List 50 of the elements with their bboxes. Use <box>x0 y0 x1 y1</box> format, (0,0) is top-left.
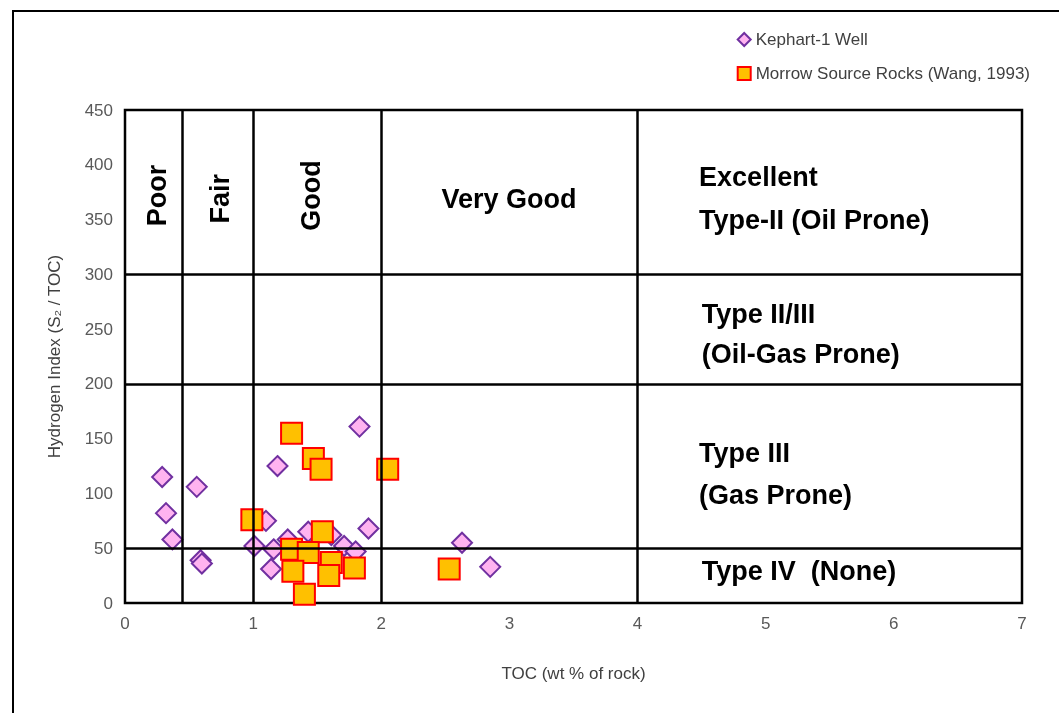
x-tick-label: 3 <box>504 614 515 633</box>
annotation: Poor <box>142 164 173 227</box>
y-tick-label: 450 <box>84 100 113 120</box>
point <box>155 502 178 525</box>
y-tick-label: 150 <box>84 429 113 449</box>
y-tick-label: 50 <box>94 538 113 558</box>
point <box>317 564 341 588</box>
x-tick-label: 5 <box>760 614 771 633</box>
point <box>437 557 461 581</box>
legend-label: Morrow Source Rocks (Wang, 1993) <box>755 64 1031 83</box>
y-axis-title: Hydrogen Index (S₂ / TOC) <box>45 254 64 459</box>
point <box>342 556 366 580</box>
point <box>281 559 305 583</box>
point <box>185 475 208 498</box>
point <box>151 466 174 489</box>
y-tick-label: 300 <box>84 264 113 284</box>
y-tick-label: 250 <box>84 319 113 339</box>
x-tick-label: 7 <box>1017 614 1027 633</box>
annotation: (Oil-Gas Prone) <box>701 339 900 370</box>
x-axis-title: TOC (wt % of rock) <box>501 664 646 683</box>
annotation: Type IV (None) <box>701 556 897 587</box>
point <box>161 528 184 551</box>
y-tick-label: 100 <box>84 483 113 503</box>
y-tick-label: 200 <box>84 374 113 394</box>
point <box>280 421 304 445</box>
point <box>479 555 502 578</box>
x-tick-label: 0 <box>120 614 130 633</box>
y-tick-label: 400 <box>84 155 113 175</box>
x-tick-label: 4 <box>632 614 643 633</box>
annotation: Very Good <box>441 183 577 214</box>
point <box>310 520 334 544</box>
y-tick-label: 350 <box>84 210 113 230</box>
annotation: Type II/III <box>701 298 816 329</box>
legend-label: Kephart-1 Well <box>755 30 868 49</box>
x-tick-label: 6 <box>889 614 899 633</box>
annotation: Fair <box>204 173 235 224</box>
annotation: Type-II (Oil Prone) <box>699 204 930 235</box>
x-tick-label: 2 <box>376 614 387 633</box>
point <box>348 415 371 438</box>
point <box>357 517 380 540</box>
annotation: (Gas Prone) <box>699 479 853 510</box>
annotation: Type III <box>699 437 791 468</box>
annotation: Excellent <box>699 161 818 192</box>
point <box>309 457 333 481</box>
x-tick-label: 1 <box>248 614 258 633</box>
point <box>266 455 289 478</box>
point <box>260 558 283 581</box>
annotation: Good <box>295 160 326 231</box>
y-tick-label: 0 <box>103 593 113 613</box>
point <box>292 582 316 606</box>
